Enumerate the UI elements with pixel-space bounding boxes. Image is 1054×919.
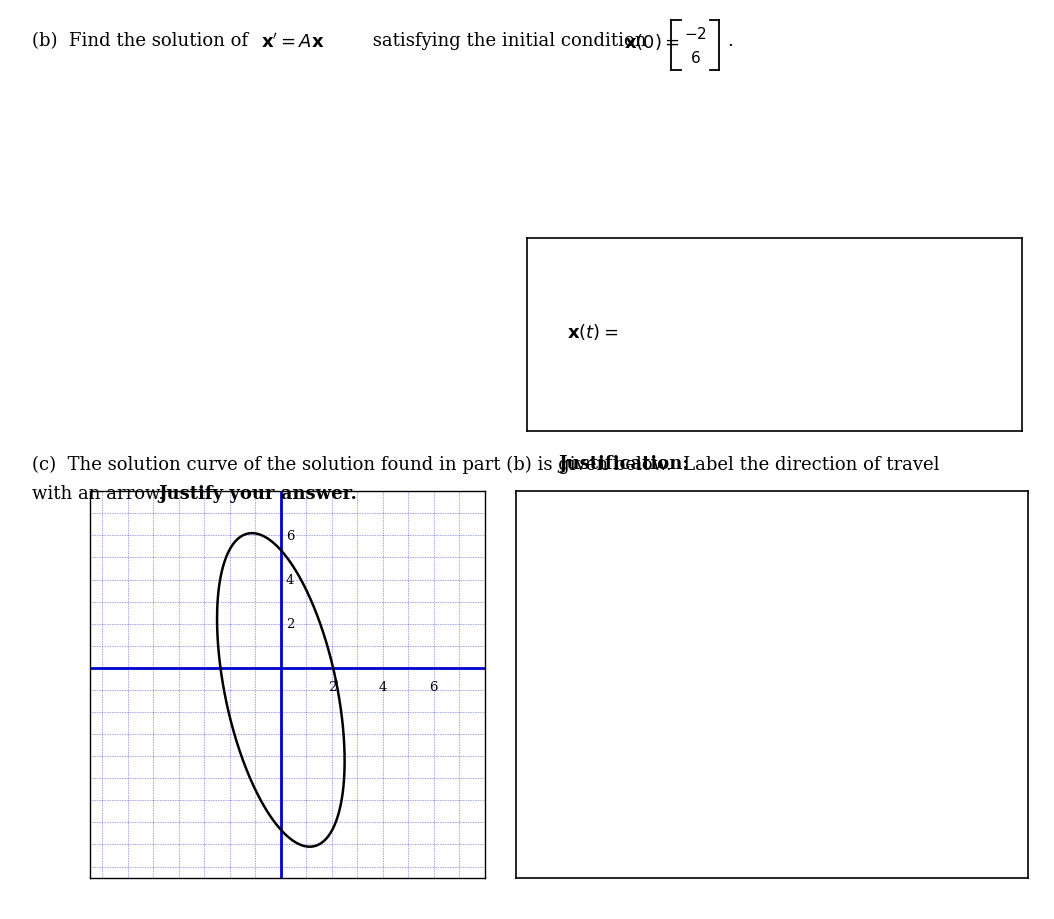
Text: 6: 6	[286, 529, 294, 542]
Text: $6$: $6$	[689, 51, 701, 66]
Text: 4: 4	[286, 573, 294, 586]
Text: satisfying the initial condition: satisfying the initial condition	[367, 32, 652, 51]
Text: $\mathbf{x}(t) =$: $\mathbf{x}(t) =$	[567, 322, 618, 342]
Text: Justification:: Justification:	[559, 455, 689, 473]
Text: 6: 6	[430, 680, 438, 693]
Text: $\mathbf{x}(0) =$: $\mathbf{x}(0) =$	[624, 32, 680, 52]
Text: 4: 4	[378, 680, 387, 693]
Text: .: .	[727, 32, 734, 51]
Text: 2: 2	[286, 618, 294, 630]
Text: Justify your answer.: Justify your answer.	[158, 484, 357, 503]
Text: $\mathbf{x}' = A\mathbf{x}$: $\mathbf{x}' = A\mathbf{x}$	[261, 32, 325, 51]
Text: with an arrow.: with an arrow.	[32, 484, 175, 503]
Text: (b)  Find the solution of: (b) Find the solution of	[32, 32, 253, 51]
Text: $-2$: $-2$	[684, 26, 706, 41]
Text: (c)  The solution curve of the solution found in part (b) is given below.  Label: (c) The solution curve of the solution f…	[32, 455, 939, 473]
Text: 2: 2	[328, 680, 336, 693]
